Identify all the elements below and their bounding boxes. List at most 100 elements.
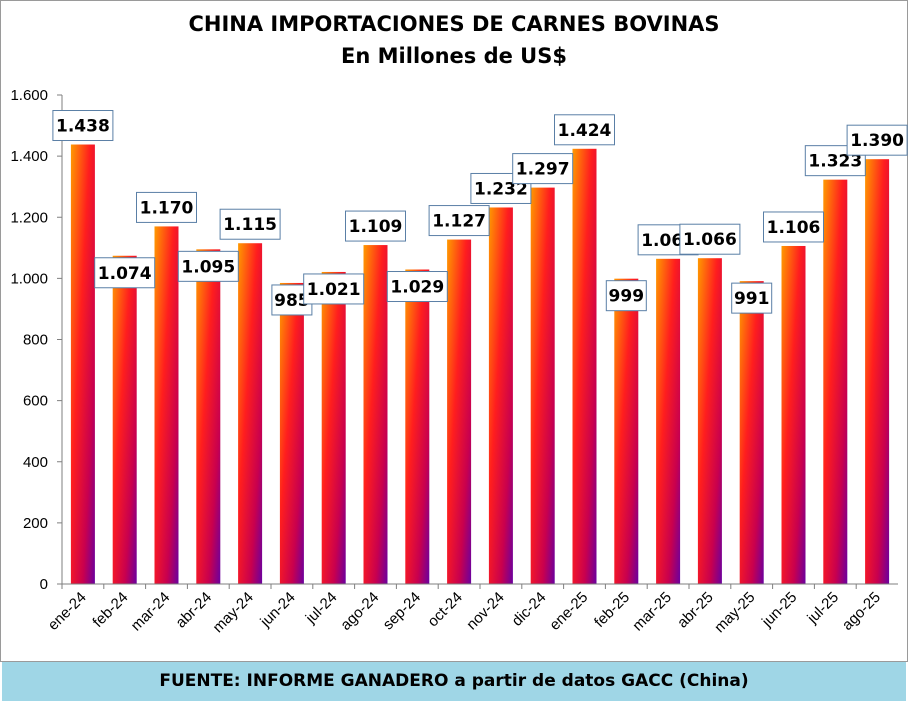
bar [405, 269, 430, 584]
data-label-box [846, 124, 908, 156]
data-label-box [94, 257, 156, 289]
data-label: 1.109 [345, 210, 406, 242]
data-label: 1.095 [177, 250, 239, 282]
y-tick-label: 0 [40, 576, 48, 593]
data-label: 991 [731, 282, 773, 314]
bar [656, 258, 681, 584]
data-label: 1.066 [679, 223, 741, 255]
chart-title-block: CHINA IMPORTACIONES DE CARNES BOVINAS En… [0, 8, 908, 72]
data-label-text: 1.323 [808, 152, 862, 172]
data-label-box [731, 282, 773, 314]
bar [572, 148, 597, 585]
y-tick-label: 1.000 [10, 270, 48, 287]
data-label-text: 1.127 [432, 212, 486, 232]
data-label-box [512, 153, 574, 185]
data-label-text: 1.297 [516, 160, 570, 180]
bar [154, 226, 179, 584]
x-tick-label: mar-25 [629, 589, 675, 635]
bar [530, 187, 555, 584]
x-tick-label: may-24 [210, 589, 257, 636]
bar-chart: 0 200 400 600 800 1.000 1.200 1.400 1.600 ene-24… [10, 87, 908, 636]
bars-group [70, 144, 890, 585]
bar [238, 243, 263, 584]
bar [488, 207, 513, 584]
bar [739, 281, 764, 584]
data-label-box [763, 211, 824, 243]
bar [614, 278, 639, 584]
data-label: 1.106 [763, 211, 824, 243]
data-label-text: 1.424 [558, 121, 612, 141]
x-tick-label: mar-24 [128, 589, 174, 635]
chart-title: CHINA IMPORTACIONES DE CARNES BOVINAS [188, 12, 720, 36]
data-label-text: 999 [609, 287, 645, 307]
data-label-text: 1.115 [223, 215, 277, 235]
y-tick-label: 400 [23, 454, 48, 471]
bar [823, 179, 848, 584]
data-label-box [428, 205, 490, 237]
x-tick-label: jun-24 [257, 589, 299, 631]
data-label-box [177, 250, 239, 282]
data-label-text: 985 [274, 291, 310, 311]
data-label-text: 1.438 [56, 117, 110, 137]
y-tick-label: 600 [23, 393, 48, 410]
x-tick-label: ago-25 [839, 589, 884, 634]
x-tick-label: ago-24 [337, 589, 382, 634]
data-label-box [219, 208, 281, 240]
bar [447, 239, 472, 585]
data-label: 1.074 [94, 257, 156, 289]
data-label-box [136, 191, 197, 223]
x-tick-label: nov-24 [463, 589, 507, 633]
data-label-text: 1.074 [98, 264, 152, 284]
x-tick-label: dic-24 [509, 589, 550, 630]
bar [70, 144, 95, 585]
y-tick-label: 1.200 [10, 209, 48, 226]
data-label: 1.029 [386, 271, 448, 303]
source-footer: FUENTE: INFORME GANADERO a partir de dat… [2, 662, 906, 701]
x-tick-label: feb-25 [591, 589, 633, 631]
data-label-text: 1.095 [181, 257, 235, 277]
x-tick-label: ene-24 [45, 589, 90, 634]
x-tick-label: sep-24 [380, 589, 424, 633]
x-tick-label: ene-25 [546, 589, 591, 634]
y-tick-label: 200 [23, 515, 48, 532]
bar [196, 249, 221, 584]
bar [112, 255, 137, 585]
y-tick-label: 1.600 [10, 87, 48, 104]
data-label-text: 1.021 [307, 280, 361, 300]
x-tick-label: jun-25 [758, 589, 800, 631]
x-tick-label: feb-24 [89, 589, 131, 631]
x-tick-label: oct-24 [424, 589, 466, 631]
x-tick-label: jul-25 [803, 589, 842, 628]
data-label-box [345, 210, 406, 242]
data-label: 1.127 [428, 205, 490, 237]
data-label-text: 1.029 [390, 278, 444, 298]
bar [363, 245, 388, 584]
bar [697, 258, 722, 584]
data-label: 1.170 [136, 191, 197, 223]
data-label-text: 1.390 [850, 131, 904, 151]
data-label-box [554, 114, 615, 146]
y-tick-label: 1.400 [10, 148, 48, 165]
y-tick-label: 800 [23, 332, 48, 349]
data-label-box [52, 110, 114, 142]
data-label-text: 1.170 [140, 198, 194, 218]
data-label: 1.021 [303, 273, 365, 305]
data-label-box [386, 271, 448, 303]
data-label-text: 1.232 [474, 179, 528, 199]
data-label-text: 1.106 [767, 218, 821, 238]
chart-subtitle: En Millones de US$ [341, 44, 567, 68]
x-tick-label: may-25 [711, 589, 758, 636]
bar [865, 159, 890, 584]
data-label: 1.115 [219, 208, 281, 240]
data-label-box [303, 273, 365, 305]
y-axis: 0 200 400 600 800 1.000 1.200 1.400 1.600 [10, 87, 63, 593]
data-label-text: 1.066 [683, 230, 737, 250]
bar [279, 282, 304, 584]
bar [321, 271, 346, 584]
data-label: 999 [605, 280, 647, 312]
data-label-text: 991 [734, 289, 770, 309]
x-tick-label: abr-24 [172, 589, 215, 632]
data-label-text: 1.109 [349, 217, 403, 237]
